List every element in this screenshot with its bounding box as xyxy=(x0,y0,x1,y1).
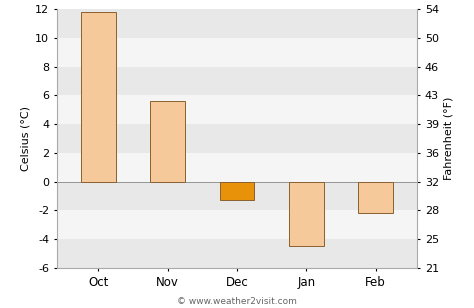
Bar xyxy=(57,210,417,239)
Bar xyxy=(57,67,417,95)
Bar xyxy=(57,153,417,182)
Bar xyxy=(57,38,417,67)
Bar xyxy=(81,12,116,182)
Bar xyxy=(289,182,324,246)
Bar xyxy=(219,182,255,201)
Bar xyxy=(57,95,417,124)
Text: © www.weather2visit.com: © www.weather2visit.com xyxy=(177,298,297,306)
Bar xyxy=(57,182,417,210)
Bar xyxy=(358,182,393,213)
Bar xyxy=(150,101,185,182)
Y-axis label: Fahrenheit (°F): Fahrenheit (°F) xyxy=(443,97,453,180)
Bar xyxy=(57,9,417,38)
Bar xyxy=(57,239,417,268)
Bar xyxy=(57,124,417,153)
Y-axis label: Celsius (°C): Celsius (°C) xyxy=(21,106,31,171)
